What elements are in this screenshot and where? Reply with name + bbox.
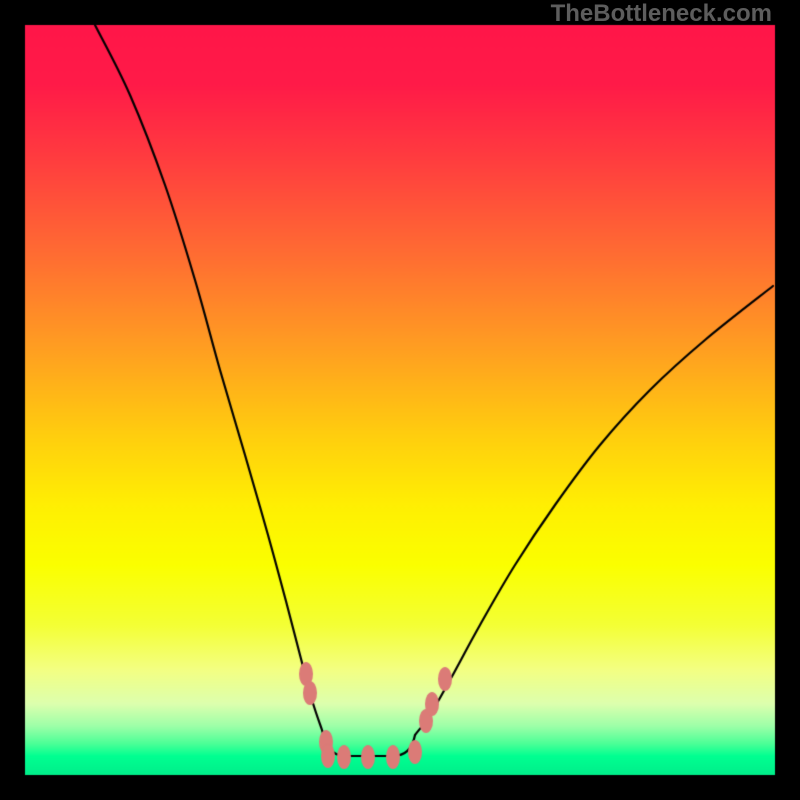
bottleneck-curve-layer — [0, 0, 800, 800]
watermark-label: TheBottleneck.com — [551, 0, 772, 28]
